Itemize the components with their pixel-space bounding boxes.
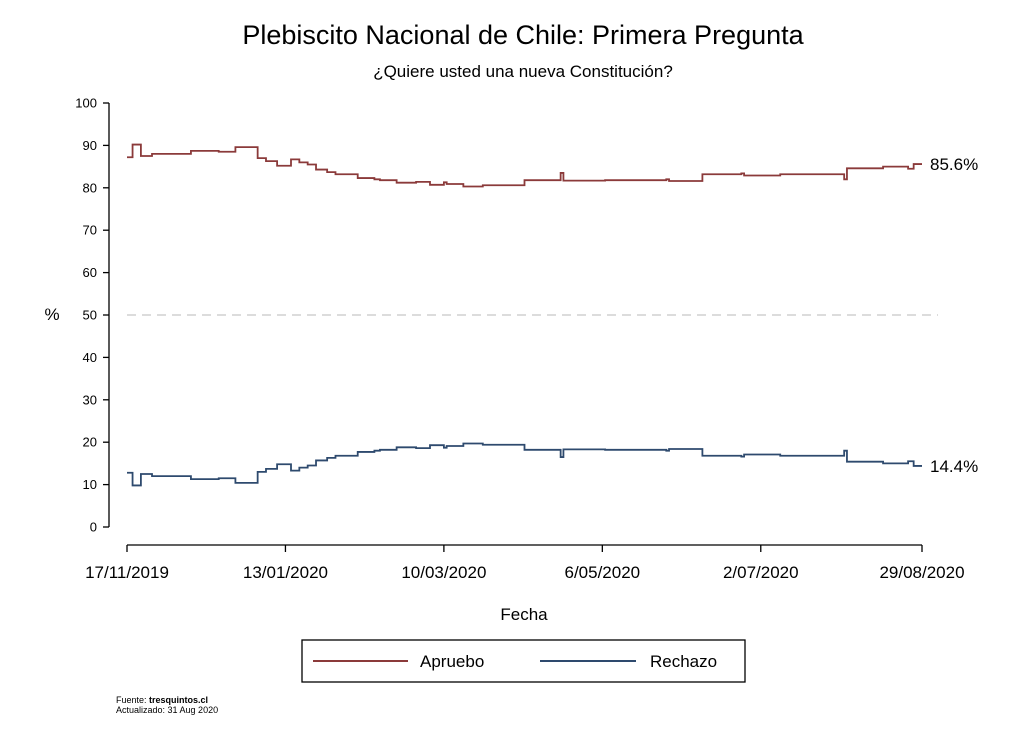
end-label-rechazo: 14.4% — [930, 457, 978, 476]
source-name: tresquintos.cl — [149, 695, 208, 705]
series-line-apruebo — [127, 143, 922, 188]
y-tick-label: 10 — [83, 477, 97, 492]
x-tick-label: 2/07/2020 — [723, 563, 799, 582]
y-tick-label: 30 — [83, 392, 97, 407]
x-tick-label: 29/08/2020 — [879, 563, 964, 582]
updated-line: Actualizado: 31 Aug 2020 — [116, 705, 218, 715]
y-tick-label: 70 — [83, 223, 97, 238]
y-tick-label: 100 — [75, 96, 97, 111]
series-layer: 85.6% 14.4% — [127, 143, 978, 487]
y-tick-label: 50 — [83, 308, 97, 323]
chart-title: Plebiscito Nacional de Chile: Primera Pr… — [242, 20, 804, 50]
source-line: Fuente: tresquintos.cl — [116, 695, 208, 705]
y-axis: 0 10 20 30 40 50 60 70 80 90 100 — [75, 96, 110, 535]
x-tick-label: 6/05/2020 — [565, 563, 641, 582]
y-axis-title: % — [44, 305, 59, 324]
y-tick-label: 60 — [83, 265, 97, 280]
x-tick-label: 10/03/2020 — [401, 563, 486, 582]
legend-label-apruebo: Apruebo — [420, 652, 484, 671]
y-tick-label: 80 — [83, 180, 97, 195]
x-tick-label: 13/01/2020 — [243, 563, 328, 582]
source-prefix: Fuente: — [116, 695, 149, 705]
y-tick-label: 0 — [90, 520, 97, 535]
chart-subtitle: ¿Quiere usted una nueva Constitución? — [373, 62, 673, 81]
x-axis: 17/11/2019 13/01/2020 10/03/2020 6/05/2020 2… — [85, 544, 965, 582]
y-tick-label: 40 — [83, 350, 97, 365]
x-tick-label: 17/11/2019 — [85, 563, 169, 582]
y-tick-label: 20 — [83, 435, 97, 450]
legend: Apruebo Rechazo — [301, 639, 746, 683]
y-tick-label: 90 — [83, 138, 97, 153]
series-line-rechazo — [127, 442, 922, 487]
legend-label-rechazo: Rechazo — [650, 652, 717, 671]
end-label-apruebo: 85.6% — [930, 155, 978, 174]
x-axis-title: Fecha — [500, 605, 548, 624]
